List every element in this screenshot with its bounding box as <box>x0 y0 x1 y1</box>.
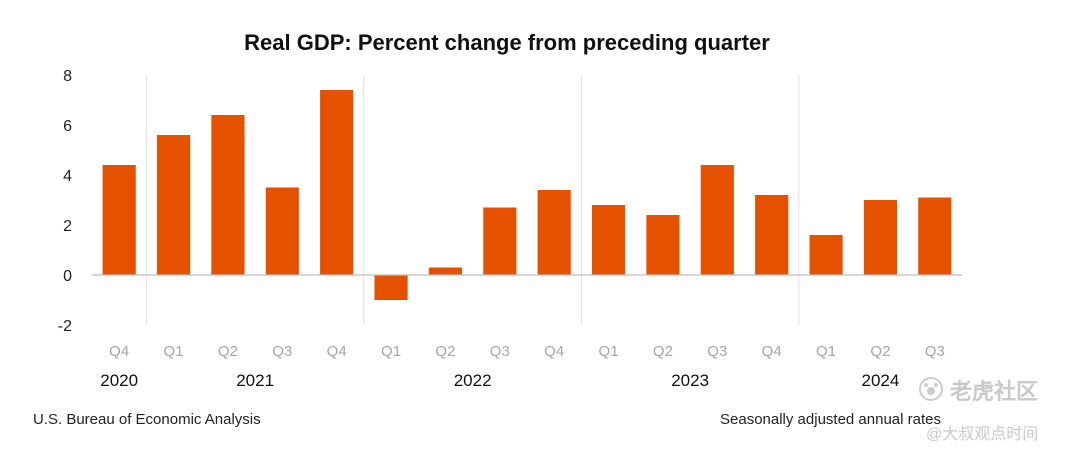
bar <box>918 197 952 275</box>
bars <box>92 90 962 300</box>
tiger-paw-icon <box>919 377 943 401</box>
bar <box>320 90 354 275</box>
x-tick-label: Q4 <box>762 343 782 360</box>
x-tick-label: Q2 <box>218 343 238 360</box>
bar <box>700 165 734 275</box>
bar <box>156 135 191 275</box>
chart-title: Real GDP: Percent change from preceding … <box>244 30 770 55</box>
year-label: 2022 <box>454 371 492 390</box>
x-tick-label: Q3 <box>925 343 945 360</box>
y-tick-label: 2 <box>63 218 72 235</box>
bar <box>591 205 626 275</box>
bar <box>211 115 245 275</box>
year-label: 2021 <box>236 371 274 390</box>
x-tick-label: Q4 <box>327 343 347 360</box>
x-tick-label: Q3 <box>490 343 510 360</box>
x-tick-label: Q4 <box>109 343 129 360</box>
bar <box>809 235 843 275</box>
x-tick-label: Q2 <box>435 343 455 360</box>
x-tick-label: Q1 <box>164 343 184 360</box>
x-tick-label: Q1 <box>381 343 401 360</box>
year-label: 2023 <box>671 371 709 390</box>
x-tick-label: Q4 <box>544 343 564 360</box>
x-tick-label: Q1 <box>599 343 619 360</box>
bar <box>265 187 299 275</box>
y-tick-label: 8 <box>63 68 72 85</box>
x-tick-label: Q3 <box>272 343 292 360</box>
bar <box>102 165 136 275</box>
seasonal-adjustment-note: Seasonally adjusted annual rates <box>720 411 941 428</box>
y-axis: 8 6 4 2 0 -2 <box>58 68 72 335</box>
year-label: 2020 <box>100 371 138 390</box>
x-tick-label: Q2 <box>653 343 673 360</box>
x-tick-label: Q3 <box>707 343 727 360</box>
year-label: 2024 <box>862 371 900 390</box>
x-axis: Q4 Q1 Q2 Q3 Q4 Q1 Q2 Q3 Q4 Q1 Q2 Q3 Q4 Q1 Q2 Q3 2020 2021… <box>100 343 945 390</box>
y-tick-label: 4 <box>63 168 72 185</box>
x-tick-label: Q2 <box>870 343 890 360</box>
source-note: U.S. Bureau of Economic Analysis <box>33 411 261 428</box>
year-dividers <box>145 75 800 325</box>
bar <box>537 190 571 275</box>
bar <box>428 267 463 275</box>
bar <box>646 215 680 275</box>
x-tick-label: Q1 <box>816 343 836 360</box>
bar <box>755 195 789 275</box>
watermark-handle: @大叔观点时间 <box>926 426 1039 443</box>
bar <box>483 207 517 275</box>
y-tick-label: -2 <box>58 318 72 335</box>
watermark-brand: 老虎社区 <box>950 379 1039 404</box>
bar <box>374 275 408 300</box>
bar <box>863 200 898 275</box>
y-tick-label: 0 <box>63 268 72 285</box>
y-tick-label: 6 <box>63 118 72 135</box>
